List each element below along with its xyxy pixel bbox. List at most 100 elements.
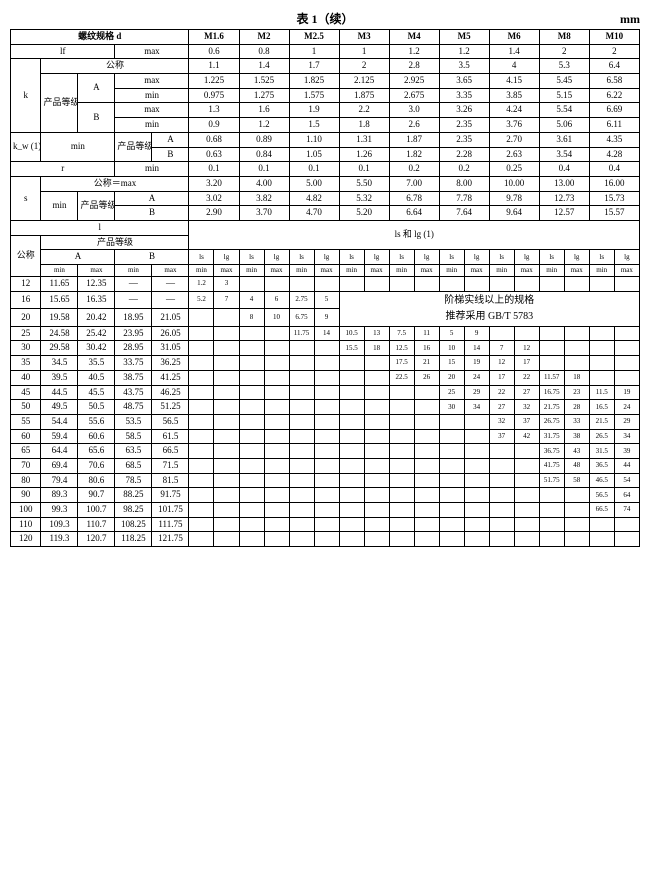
lg-label: lg: [264, 250, 289, 265]
cell: 1.4: [489, 44, 539, 59]
cell: 51.75: [539, 473, 564, 488]
cell: 38: [564, 429, 589, 444]
cell: [389, 277, 414, 292]
cell: [439, 277, 464, 292]
cell: 6.58: [589, 74, 639, 89]
cell-Amin: 109.3: [41, 517, 78, 532]
cell: [314, 503, 339, 518]
table-row: 1615.6516.35——5.27462.755阶梯实线以上的规格推荐采用 G…: [11, 291, 640, 309]
cell-Amax: 20.42: [78, 309, 115, 327]
cell: [189, 356, 214, 371]
cell: 27: [514, 385, 539, 400]
cell-Bmax: 26.05: [152, 326, 189, 341]
cell: 0.1: [289, 162, 339, 177]
cell: 18: [564, 370, 589, 385]
cell-nominal: 100: [11, 503, 41, 518]
cell: 48: [564, 458, 589, 473]
cell: 17: [489, 370, 514, 385]
cell: 0.1: [189, 162, 239, 177]
cell: 4.28: [589, 147, 639, 162]
spec-table: 螺纹规格 d M1.6 M2 M2.5 M3 M4 M5 M6 M8 M10 l…: [10, 29, 640, 547]
cell: 41.75: [539, 458, 564, 473]
cell: 7.00: [389, 176, 439, 191]
cell: [339, 370, 364, 385]
cell: [439, 517, 464, 532]
cell: 5: [439, 326, 464, 341]
cell: [414, 400, 439, 415]
lower-grade-A: A: [41, 250, 115, 265]
cell: 6.22: [589, 88, 639, 103]
cell: [389, 458, 414, 473]
cell: [314, 429, 339, 444]
table-row: 10099.3100.798.25101.7566.574: [11, 503, 640, 518]
cell: [364, 429, 389, 444]
sub-min: min: [289, 265, 314, 277]
cell: 1.2: [239, 118, 289, 133]
cell: [289, 277, 314, 292]
cell: [214, 444, 239, 459]
cell: 1: [339, 44, 389, 59]
cell-Bmin: 23.95: [115, 326, 152, 341]
cell: [314, 341, 339, 356]
cell: [314, 414, 339, 429]
cell: [464, 444, 489, 459]
cell: 25: [439, 385, 464, 400]
k-grade-A: A: [78, 74, 115, 103]
cell: 44: [614, 458, 639, 473]
s-grade-B: B: [115, 206, 189, 221]
sub-max: max: [564, 265, 589, 277]
ls-label: ls: [339, 250, 364, 265]
cell: [339, 385, 364, 400]
cell: 1.2: [389, 44, 439, 59]
cell: 1.525: [239, 74, 289, 89]
cell: 56.5: [589, 488, 614, 503]
cell: [364, 370, 389, 385]
cell: [189, 309, 214, 327]
cell: 24: [614, 400, 639, 415]
table-row: 6564.465.663.566.536.754331.539: [11, 444, 640, 459]
cell: 0.2: [389, 162, 439, 177]
cell: 8: [239, 309, 264, 327]
kw-grade-B: B: [152, 147, 189, 162]
cell: 2.75: [289, 291, 314, 309]
cell-Amin: 34.5: [41, 356, 78, 371]
cell-Bmax: —: [152, 291, 189, 309]
cell: [189, 370, 214, 385]
cell: 1.9: [289, 103, 339, 118]
cell: [589, 356, 614, 371]
ls-label: ls: [239, 250, 264, 265]
cell: [614, 341, 639, 356]
cell: 21.75: [539, 400, 564, 415]
cell-Amax: 40.5: [78, 370, 115, 385]
cell: 26.5: [589, 429, 614, 444]
cell-Amax: 120.7: [78, 532, 115, 547]
cell-Bmin: 43.75: [115, 385, 152, 400]
cell: [264, 532, 289, 547]
ls-label: ls: [489, 250, 514, 265]
cell: [414, 444, 439, 459]
cell: 2.675: [389, 88, 439, 103]
cell-Bmin: 33.75: [115, 356, 152, 371]
cell-Bmax: 56.5: [152, 414, 189, 429]
cell: 12.57: [539, 206, 589, 221]
k-grade-label: 产品等级: [41, 74, 78, 133]
cell: [589, 517, 614, 532]
cell: [539, 517, 564, 532]
cell: [214, 473, 239, 488]
cell: [339, 429, 364, 444]
size-M6: M6: [489, 30, 539, 45]
table-row: 9089.390.788.2591.7556.564: [11, 488, 640, 503]
cell: [289, 517, 314, 532]
cell: [464, 488, 489, 503]
cell: [264, 356, 289, 371]
cell: [264, 444, 289, 459]
cell: [264, 400, 289, 415]
ls-label: ls: [189, 250, 214, 265]
cell-Amin: 49.5: [41, 400, 78, 415]
cell: [414, 488, 439, 503]
cell: [539, 503, 564, 518]
cell: 1.7: [289, 59, 339, 74]
cell: 1.82: [389, 147, 439, 162]
cell: 3.02: [189, 191, 239, 206]
cell: 1.8: [339, 118, 389, 133]
